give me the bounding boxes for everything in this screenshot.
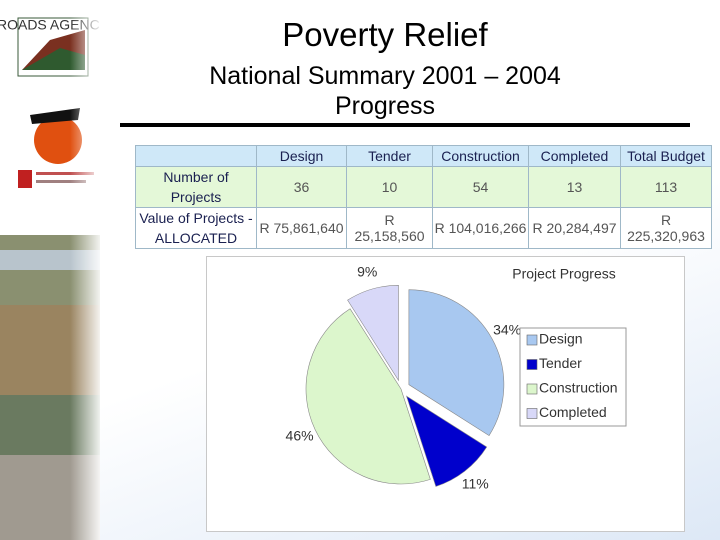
table-row: Number of Projects 36 10 54 13 113 [135,166,712,208]
cell: 13 [528,166,621,208]
legend-label: Design [539,331,583,347]
divider [120,123,690,127]
legend-swatch [526,383,538,395]
cell: R 75,861,640 [256,207,347,249]
data-label: 46% [286,427,314,443]
legend-swatch [526,408,538,419]
logo-shape [22,48,85,70]
legend-box [519,327,627,427]
subtitle: Progress [334,92,436,120]
chart: Project Progress 34% 11% 46% 9% Design Tender C… [286,263,627,491]
fade [70,0,100,540]
chart-box: Project Progress 34% 11% 46% 9% Design Tender C… [206,256,685,532]
logo-line [36,180,86,183]
logo-line [36,172,94,175]
header-cell: Completed [528,145,621,167]
cell: R 20,284,497 [528,207,621,249]
legend-swatch [526,334,538,346]
row-label: Number of Projects [135,166,257,208]
cell: 54 [432,166,529,208]
pie-slice [408,289,505,436]
chart-title: Project Progress [512,266,615,282]
legend-label: Completed [539,404,607,420]
cell: 10 [346,166,433,208]
legend-label: Tender [539,355,582,371]
cell: R 225,320,963 [620,207,712,249]
pie-slice [305,308,431,485]
pie-slice [347,285,399,382]
sidebar: ROADS AGENCY [0,0,100,540]
subtitle: National Summary 2001 – 2004 [209,62,561,90]
cell: R 104,016,266 [432,207,529,249]
legend-swatch [526,359,538,370]
cell: R 25,158,560 [346,207,433,249]
header-cell: Construction [432,145,529,167]
header-cell: Tender [346,145,433,167]
flag [18,170,32,188]
data-label: 34% [493,321,521,337]
header-cell: Total Budget [620,145,712,167]
cell: 36 [256,166,347,208]
legend-label: Construction [539,380,618,396]
cell: 113 [620,166,712,208]
header-cell [135,145,257,167]
table-row: Value of Projects - ALLOCATED R 75,861,64… [135,207,712,249]
title: Poverty Relief [282,16,488,53]
pie-slice [405,395,488,487]
emblem [30,108,80,124]
row-label: Value of Projects - ALLOCATED [135,207,257,249]
header-row: Design Tender Construction Completed Total B… [135,145,712,167]
header-cell: Design [256,145,347,167]
summary-table: Design Tender Construction Completed Total B… [135,145,712,249]
data-label: 9% [357,263,377,279]
data-label: 11% [462,475,489,491]
